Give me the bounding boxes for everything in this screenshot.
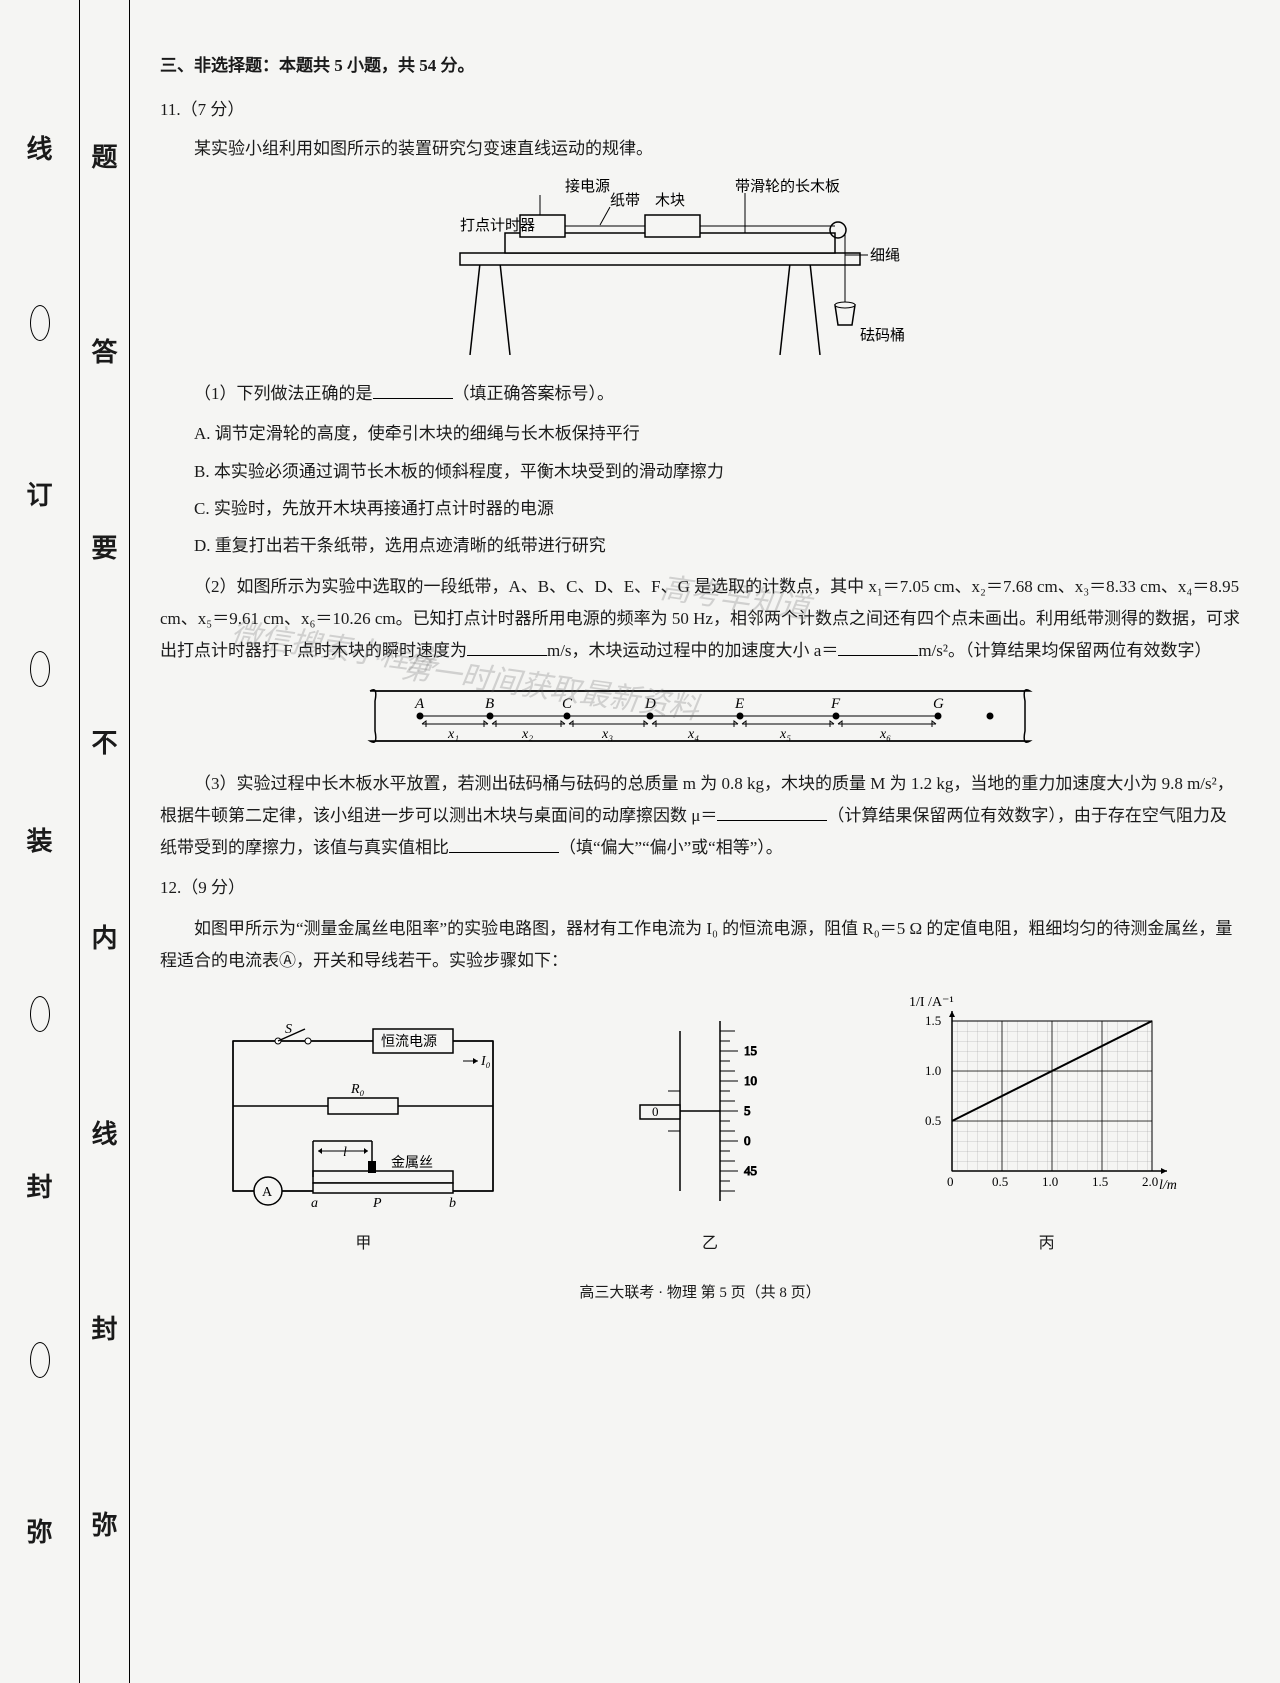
margin-circle xyxy=(30,1342,50,1378)
margin-char: 弥 xyxy=(26,1508,52,1557)
svg-text:b: b xyxy=(449,1196,456,1211)
blank xyxy=(449,836,559,853)
circuit-figure: 恒流电源 S I₀ R₀ xyxy=(213,1021,513,1259)
label-timer: 打点计时器 xyxy=(460,217,535,234)
binding-margin-inner: 题 答 要 不 内 线 封 弥 xyxy=(80,0,130,1683)
svg-text:F: F xyxy=(830,696,841,712)
svg-text:5: 5 xyxy=(744,1103,751,1118)
q11-p2-3: m/s²。（计算结果均保留两位有效数字） xyxy=(918,641,1211,660)
q12-stem: 如图甲所示为“测量金属丝电阻率”的实验电路图，器材有工作电流为 I₀ 的恒流电源… xyxy=(160,913,1240,978)
option-c: C. 实验时，先放开木块再接通打点计时器的电源 xyxy=(194,493,1240,525)
svg-text:I₀: I₀ xyxy=(480,1054,491,1069)
margin-char: 答 xyxy=(91,328,117,377)
q11-p2-2: m/s，木块运动过程中的加速度大小 a＝ xyxy=(547,641,838,660)
q11-p1-lead: （1）下列做法正确的是 xyxy=(194,384,373,403)
label-string: 细绳 xyxy=(870,247,900,264)
section-heading: 三、非选择题：本题共 5 小题，共 54 分。 xyxy=(160,50,1240,82)
q12-figures: 恒流电源 S I₀ R₀ xyxy=(160,991,1240,1259)
svg-text:P: P xyxy=(372,1196,382,1211)
q11-p1: （1）下列做法正确的是 （填正确答案标号）。 xyxy=(160,378,1240,410)
apparatus-diagram: 接电源 纸带 木块 带滑轮的长木板 打点计时器 细绳 砝码桶 xyxy=(160,175,1240,366)
label-pulleyboard: 带滑轮的长木板 xyxy=(735,177,840,195)
svg-text:B: B xyxy=(485,696,494,712)
svg-text:E: E xyxy=(734,696,744,712)
svg-text:x₆: x₆ xyxy=(879,727,891,742)
svg-text:a: a xyxy=(311,1196,318,1211)
margin-char: 线 xyxy=(91,1110,117,1159)
svg-text:A: A xyxy=(262,1185,273,1200)
q11-p1-tail: （填正确答案标号）。 xyxy=(453,384,615,403)
label-power: 接电源 xyxy=(565,178,610,195)
svg-text:0: 0 xyxy=(652,1104,659,1119)
svg-text:0: 0 xyxy=(744,1133,751,1148)
svg-text:G: G xyxy=(933,696,944,712)
margin-char: 题 xyxy=(91,133,117,182)
option-a: A. 调节定滑轮的高度，使牵引木块的细绳与长木板保持平行 xyxy=(194,418,1240,450)
blank xyxy=(717,804,827,821)
blank xyxy=(467,639,547,656)
margin-char: 线 xyxy=(26,125,52,174)
fig-label-a: 甲 xyxy=(213,1229,513,1259)
margin-char: 不 xyxy=(91,719,117,768)
svg-text:15: 15 xyxy=(744,1043,757,1058)
svg-text:C: C xyxy=(562,696,573,712)
margin-char: 弥 xyxy=(91,1501,117,1550)
svg-text:x₃: x₃ xyxy=(601,727,613,742)
margin-char: 封 xyxy=(26,1163,52,1212)
option-b: B. 本实验必须通过调节长木板的倾斜程度，平衡木块受到的滑动摩擦力 xyxy=(194,456,1240,488)
svg-text:D: D xyxy=(644,696,656,712)
svg-text:1.0: 1.0 xyxy=(1042,1174,1058,1189)
svg-text:x₄: x₄ xyxy=(687,727,699,742)
svg-text:x₁: x₁ xyxy=(447,727,459,742)
q11-p2: （2）如图所示为实验中选取的一段纸带，A、B、C、D、E、F、G 是选取的计数点… xyxy=(160,571,1240,668)
svg-text:2.0: 2.0 xyxy=(1142,1174,1158,1189)
blank xyxy=(373,382,453,399)
svg-text:x₅: x₅ xyxy=(779,727,791,742)
ruler-figure: 0 15 10 xyxy=(620,1011,800,1259)
svg-text:A: A xyxy=(414,696,425,712)
q11-p3: （3）实验过程中长木板水平放置，若测出砝码桶与砝码的总质量 m 为 0.8 kg… xyxy=(160,768,1240,865)
margin-circle xyxy=(30,996,50,1032)
option-d: D. 重复打出若干条纸带，选用点迹清晰的纸带进行研究 xyxy=(194,530,1240,562)
svg-text:0.5: 0.5 xyxy=(992,1174,1008,1189)
svg-text:1/I /A⁻¹: 1/I /A⁻¹ xyxy=(909,995,954,1010)
binding-margin-outer: 线 订 装 封 弥 xyxy=(0,0,80,1683)
svg-text:x₂: x₂ xyxy=(521,727,533,742)
margin-circle xyxy=(30,651,50,687)
margin-char: 要 xyxy=(91,524,117,573)
svg-text:0: 0 xyxy=(947,1174,954,1189)
svg-text:恒流电源: 恒流电源 xyxy=(381,1034,437,1050)
fig-label-b: 乙 xyxy=(620,1229,800,1259)
svg-text:1.5: 1.5 xyxy=(925,1013,941,1028)
margin-char: 订 xyxy=(26,471,52,520)
svg-text:1.5: 1.5 xyxy=(1092,1174,1108,1189)
graph-figure: 1/I /A⁻¹ xyxy=(907,991,1187,1259)
margin-char: 封 xyxy=(91,1305,117,1354)
label-block: 木块 xyxy=(655,192,685,209)
q11-stem: 某实验小组利用如图所示的装置研究匀变速直线运动的规律。 xyxy=(160,133,1240,165)
label-bucket: 砝码桶 xyxy=(860,327,905,344)
margin-circle xyxy=(30,305,50,341)
fig-label-c: 丙 xyxy=(907,1229,1187,1259)
q11-p3-3: （填“偏大”“偏小”或“相等”）。 xyxy=(559,838,783,857)
svg-text:l: l xyxy=(343,1145,347,1160)
svg-text:1.0: 1.0 xyxy=(925,1063,941,1078)
margin-char: 内 xyxy=(91,914,117,963)
q12-number: 12.（9 分） xyxy=(160,872,1240,904)
svg-text:R₀: R₀ xyxy=(350,1082,365,1097)
svg-text:S: S xyxy=(285,1022,292,1037)
margin-char: 装 xyxy=(26,817,52,866)
svg-text:金属丝: 金属丝 xyxy=(391,1155,433,1171)
content-area: 三、非选择题：本题共 5 小题，共 54 分。 11.（7 分） 某实验小组利用… xyxy=(130,0,1280,1683)
svg-text:45: 45 xyxy=(744,1163,757,1178)
svg-text:10: 10 xyxy=(744,1073,757,1088)
svg-text:0.5: 0.5 xyxy=(925,1113,941,1128)
tape-diagram: A B C D E F G x₁ x₂ x₃ x₄ x₅ x₆ xyxy=(160,676,1240,756)
label-tape: 纸带 xyxy=(610,192,640,209)
svg-text:l/m: l/m xyxy=(1159,1178,1177,1193)
blank xyxy=(838,639,918,656)
q11-number: 11.（7 分） xyxy=(160,94,1240,126)
page-footer: 高三大联考 · 物理 第 5 页（共 8 页） xyxy=(160,1279,1240,1308)
